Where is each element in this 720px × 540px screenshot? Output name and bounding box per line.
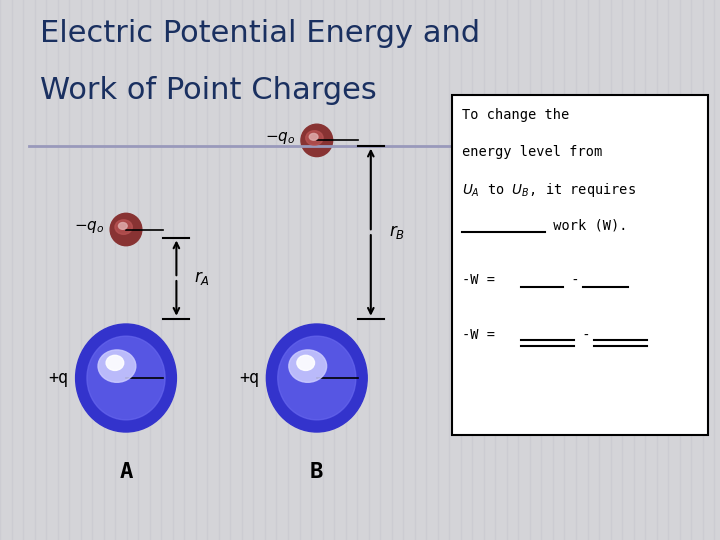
Text: -: - <box>563 273 588 287</box>
Text: To change the: To change the <box>462 108 570 122</box>
Text: +q: +q <box>48 369 68 387</box>
Text: Electric Potential Energy and: Electric Potential Energy and <box>40 19 480 48</box>
Ellipse shape <box>289 350 327 382</box>
Text: Work of Point Charges: Work of Point Charges <box>40 76 377 105</box>
Text: energy level from: energy level from <box>462 145 603 159</box>
Ellipse shape <box>106 355 124 370</box>
Text: $r_B$: $r_B$ <box>389 223 405 241</box>
Text: $-q_o$: $-q_o$ <box>265 130 295 146</box>
Text: -W =: -W = <box>462 328 503 342</box>
Text: A: A <box>120 462 132 482</box>
Ellipse shape <box>297 355 315 370</box>
Text: work (W).: work (W). <box>545 218 628 232</box>
Text: $U_A$ to $U_B$, it requires: $U_A$ to $U_B$, it requires <box>462 181 636 199</box>
FancyBboxPatch shape <box>452 94 708 435</box>
Ellipse shape <box>278 336 356 420</box>
Text: -W =: -W = <box>462 273 503 287</box>
Text: -: - <box>574 328 598 342</box>
Ellipse shape <box>115 220 132 234</box>
Ellipse shape <box>266 324 367 432</box>
Ellipse shape <box>110 213 142 246</box>
Ellipse shape <box>98 350 136 382</box>
Text: +q: +q <box>239 369 259 387</box>
Ellipse shape <box>306 131 323 145</box>
Text: $-q_o$: $-q_o$ <box>74 219 104 235</box>
Ellipse shape <box>119 222 127 230</box>
Text: $r_A$: $r_A$ <box>194 269 210 287</box>
Ellipse shape <box>87 336 165 420</box>
Ellipse shape <box>301 124 333 157</box>
Ellipse shape <box>310 133 318 140</box>
Text: B: B <box>310 462 323 482</box>
Ellipse shape <box>76 324 176 432</box>
